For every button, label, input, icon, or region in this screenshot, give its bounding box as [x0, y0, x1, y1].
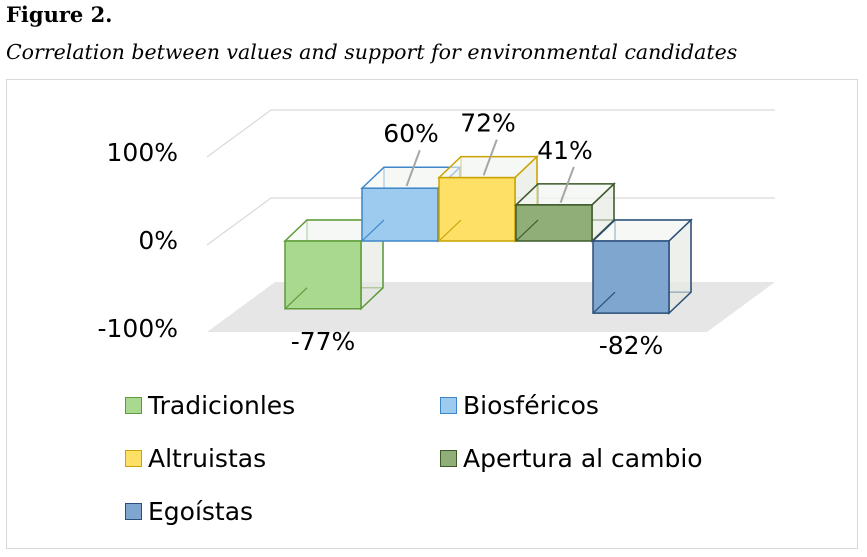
- bar-front-face: [438, 176, 516, 242]
- bar-edge: [592, 291, 616, 314]
- data-label: -77%: [291, 327, 356, 356]
- chart-svg: 100% 0% -100% -77% 60% 72% 41% -82%: [98, 109, 775, 360]
- legend-label: Apertura al cambio: [463, 444, 703, 473]
- bar-edge: [438, 219, 462, 242]
- legend-swatch: [440, 397, 457, 414]
- legend-label: Altruistas: [148, 444, 267, 473]
- bar-edge: [284, 287, 308, 310]
- legend-item: Tradicionles: [125, 391, 295, 420]
- legend-label: Egoístas: [148, 497, 254, 526]
- bar-front-face: [515, 204, 593, 242]
- legend-swatch: [125, 397, 142, 414]
- data-label: -82%: [599, 331, 664, 360]
- data-label: 41%: [537, 136, 593, 165]
- legend-swatch: [125, 503, 142, 520]
- data-label: 72%: [460, 109, 516, 138]
- data-label-leader: [482, 139, 498, 176]
- gridline: [206, 109, 775, 158]
- legend-label: Tradicionles: [148, 391, 296, 420]
- data-label-leader: [405, 149, 421, 187]
- bar-edge: [515, 219, 539, 242]
- bar-front-face: [361, 187, 439, 242]
- figure-caption: Correlation between values and support f…: [6, 40, 738, 64]
- legend-item: Egoístas: [125, 497, 253, 526]
- chart-area: 100% 0% -100% -77% 60% 72% 41% -82% Tradicionle…: [6, 79, 858, 549]
- y-tick-label: 100%: [107, 138, 178, 167]
- bar: [514, 182, 616, 243]
- legend-swatch: [125, 450, 142, 467]
- legend-swatch: [440, 450, 457, 467]
- data-label: 60%: [383, 119, 439, 148]
- legend-label: Biosféricos: [463, 391, 599, 420]
- legend-item: Altruistas: [125, 444, 266, 473]
- bar: [591, 218, 693, 315]
- y-tick-label: -100%: [98, 314, 179, 343]
- data-label-leader: [559, 166, 575, 203]
- y-tick-label: 0%: [138, 226, 178, 255]
- figure-label: Figure 2.: [6, 2, 113, 27]
- legend-item: Biosféricos: [440, 391, 599, 420]
- legend-item: Apertura al cambio: [440, 444, 703, 473]
- bar-edge: [361, 219, 385, 242]
